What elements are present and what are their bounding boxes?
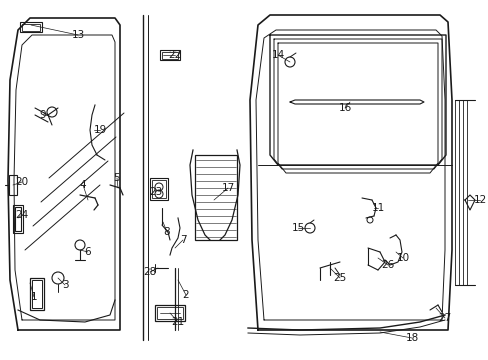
- Bar: [15, 207, 21, 231]
- Text: 1: 1: [31, 292, 37, 302]
- Text: 13: 13: [71, 30, 84, 40]
- Bar: [157, 307, 183, 319]
- Text: 12: 12: [472, 195, 486, 205]
- Bar: [30, 278, 44, 310]
- Text: 18: 18: [405, 333, 418, 343]
- Bar: [152, 180, 165, 198]
- Text: 22: 22: [168, 50, 181, 60]
- Text: 20: 20: [16, 177, 28, 187]
- Text: 21: 21: [171, 317, 184, 327]
- Text: 28: 28: [143, 267, 156, 277]
- Text: 27: 27: [437, 313, 451, 323]
- Bar: [32, 280, 42, 308]
- Bar: [155, 305, 184, 321]
- Text: 2: 2: [183, 290, 189, 300]
- Text: 3: 3: [61, 280, 68, 290]
- Bar: [22, 24, 40, 31]
- Text: 23: 23: [149, 187, 163, 197]
- Text: 16: 16: [338, 103, 351, 113]
- Text: 19: 19: [93, 125, 106, 135]
- Text: 11: 11: [370, 203, 384, 213]
- Text: 17: 17: [221, 183, 234, 193]
- Text: 5: 5: [113, 173, 120, 183]
- Bar: [150, 178, 168, 200]
- Text: 10: 10: [396, 253, 409, 263]
- Bar: [9, 175, 17, 195]
- Text: 8: 8: [163, 227, 170, 237]
- Text: 26: 26: [381, 260, 394, 270]
- Text: 6: 6: [84, 247, 91, 257]
- Text: 15: 15: [291, 223, 304, 233]
- Text: 25: 25: [333, 273, 346, 283]
- Text: 7: 7: [179, 235, 186, 245]
- Bar: [20, 22, 42, 32]
- Text: 9: 9: [40, 110, 46, 120]
- Bar: [13, 205, 23, 233]
- Bar: [162, 52, 178, 59]
- Bar: [195, 155, 237, 240]
- Bar: [160, 50, 180, 60]
- Text: 14: 14: [271, 50, 284, 60]
- Text: 24: 24: [15, 210, 29, 220]
- Text: 4: 4: [80, 180, 86, 190]
